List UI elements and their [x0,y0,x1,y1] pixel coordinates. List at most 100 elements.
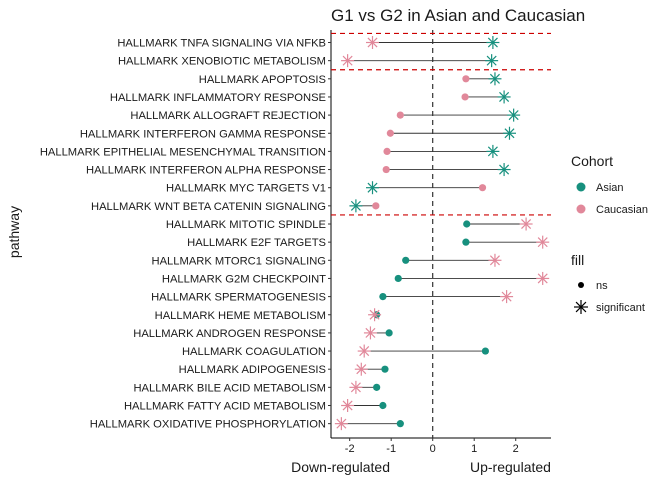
pathway-label: HALLMARK WNT BETA CATENIN SIGNALING [91,201,326,213]
caucasian-significant-point-stroke [367,37,378,48]
legend-asian-swatch [576,182,586,192]
pathway-label: HALLMARK INTERFERON ALPHA RESPONSE [86,165,326,177]
asian-significant-point [349,199,363,213]
asian-ns-point [385,329,393,337]
pathway-label: HALLMARK COAGULATION [182,346,326,358]
caucasian-significant-point [341,399,355,412]
pathway-label: HALLMARK MITOTIC SPINDLE [166,219,326,231]
asian-significant-point-stroke [487,146,498,157]
legend-ns-dot [578,282,584,288]
asian-ns-point [462,238,470,246]
legend-significant-star [574,300,588,314]
caucasian-significant-point-stroke [336,418,347,429]
pathway-label: HALLMARK ADIPOGENESIS [179,364,326,376]
legend-cohort-title: Cohort [571,153,613,169]
x-axis-label-up: Up-regulated [470,459,551,475]
asian-ns-point [396,420,404,428]
asian-ns-point [463,220,471,228]
pathway-label: HALLMARK XENOBIOTIC METABOLISM [118,56,326,68]
pathway-label: HALLMARK BILE ACID METABOLISM [133,382,326,394]
x-tick-label: 2 [513,443,519,455]
caucasian-significant-point [500,290,514,304]
caucasian-significant-point [349,380,363,394]
caucasian-significant-point-stroke [342,400,353,411]
x-axis-label-down: Down-regulated [291,459,390,475]
caucasian-significant-point [368,308,382,322]
pathway-label: HALLMARK HEME METABOLISM [155,310,326,322]
asian-significant-point-stroke [499,164,510,175]
chart-title: G1 vs G2 in Asian and Caucasian [331,6,585,25]
legend-caucasian-swatch [576,204,586,214]
caucasian-significant-point [519,217,533,231]
pathway-label: HALLMARK EPITHELIAL MESENCHYMAL TRANSITI… [40,146,326,158]
pathway-label: HALLMARK E2F TARGETS [187,237,326,249]
asian-ns-point [481,347,490,355]
caucasian-significant-point [536,271,550,285]
legend-ns-label: ns [596,280,608,292]
pathway-label: HALLMARK TNFA SIGNALING VIA NFKB [117,38,326,50]
asian-significant-point [507,108,521,122]
asian-ns-point [379,293,387,301]
y-axis-tick-labels: HALLMARK TNFA SIGNALING VIA NFKB HALLMARK… [40,38,331,431]
caucasian-significant-point-stroke [365,327,376,338]
legend-asian-label: Asian [596,182,624,194]
asian-significant-point [485,54,499,68]
asian-significant-point-stroke [367,182,378,193]
pathway-label: HALLMARK ANDROGEN RESPONSE [133,328,326,340]
x-tick-label: -2 [345,443,355,455]
caucasian-significant-point [334,417,348,431]
caucasian-significant-point [366,36,380,49]
caucasian-significant-point [354,362,368,376]
pathway-label: HALLMARK MYC TARGETS V1 [166,183,326,195]
asian-significant-point [497,163,511,177]
caucasian-significant-point-stroke [537,273,548,284]
legend-star-mark [574,300,588,314]
asian-significant-point-stroke [508,110,519,121]
pathway-label: HALLMARK INTERFERON GAMMA RESPONSE [80,128,326,140]
pathway-label: HALLMARK MTORC1 SIGNALING [152,255,326,267]
asian-ns-point [402,256,410,264]
asian-significant-point [486,144,500,158]
legend-significant-label: significant [596,302,645,314]
pathway-label: HALLMARK APOPTOSIS [199,74,326,86]
legend: Cohort Asian Caucasian fill ns significa… [571,153,648,314]
caucasian-ns-point [382,165,390,174]
caucasian-significant-point-stroke [537,237,548,248]
legend-caucasian-label: Caucasian [596,204,648,216]
caucasian-significant-point-stroke [359,346,370,357]
asian-significant-point [502,126,516,140]
caucasian-ns-point [372,202,380,210]
pathway-label: HALLMARK INFLAMMATORY RESPONSE [110,92,326,104]
caucasian-ns-point [461,93,469,101]
asian-significant-point [497,90,511,104]
caucasian-significant-point-stroke [342,55,353,66]
asian-significant-point-stroke [486,55,497,66]
legend-fill-title: fill [571,252,584,268]
caucasian-ns-point [383,147,391,155]
asian-significant-point-stroke [489,73,500,84]
caucasian-significant-point-stroke [350,382,361,393]
asian-significant-point-stroke [499,91,510,102]
x-tick-label: 1 [471,443,477,455]
x-tick-label: 0 [430,443,436,455]
pathway-label: HALLMARK FATTY ACID METABOLISM [124,401,326,413]
pathway-label: HALLMARK ALLOGRAFT REJECTION [130,110,326,122]
asian-ns-point [373,383,381,391]
asian-significant-point-stroke [487,37,498,48]
caucasian-significant-point-stroke [501,291,512,302]
caucasian-significant-point-stroke [521,218,532,230]
caucasian-ns-point [478,184,487,192]
asian-ns-point [394,274,402,283]
pathway-label: HALLMARK SPERMATOGENESIS [151,292,326,304]
plot-area [330,30,551,439]
y-axis-title: pathway [6,206,22,258]
legend-star-mark-stroke [575,301,587,313]
caucasian-significant-point [488,253,502,267]
x-axis-ticks: -2 -1 0 1 2 [345,438,519,455]
caucasian-ns-point [396,111,404,119]
asian-significant-point [366,181,380,195]
pathway-label: HALLMARK G2M CHECKPOINT [162,273,326,285]
caucasian-significant-point-stroke [356,364,367,375]
asian-significant-point [488,72,502,86]
